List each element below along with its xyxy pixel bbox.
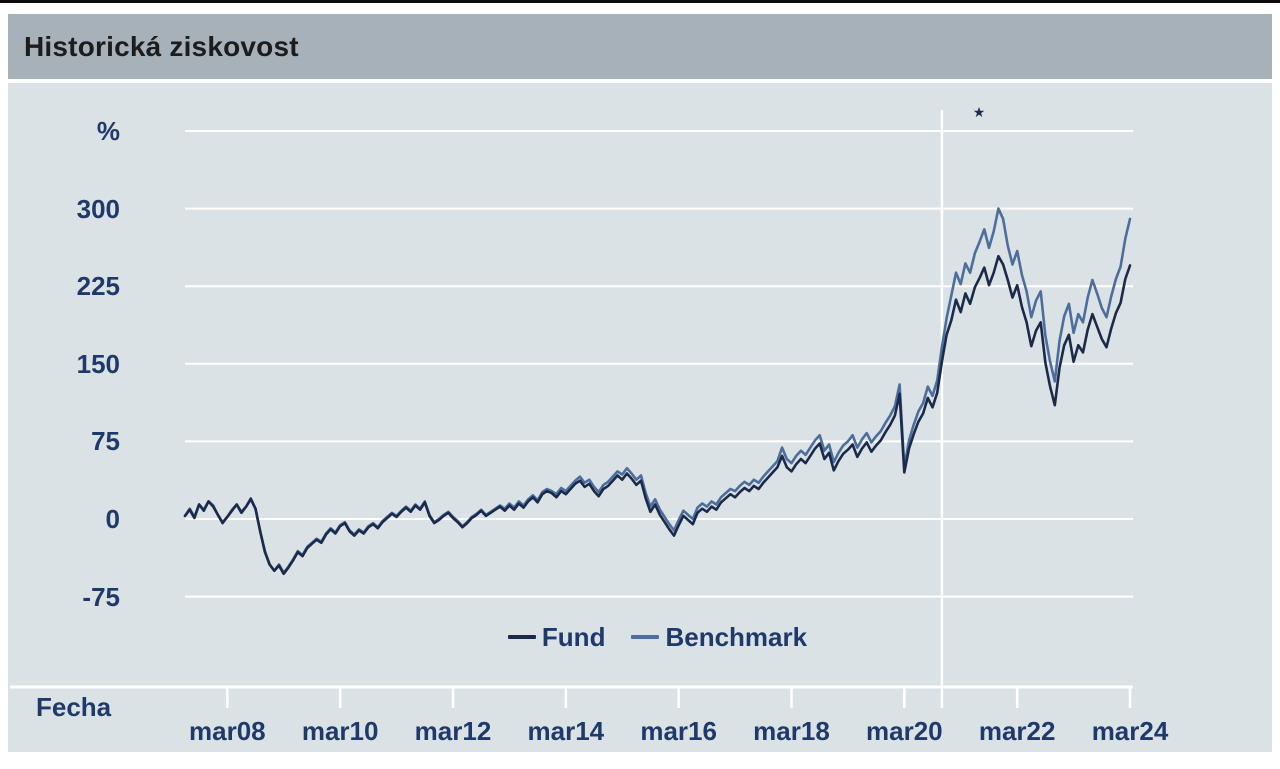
legend-item-benchmark: Benchmark — [631, 622, 807, 652]
x-tick-label-mar12: mar12 — [414, 716, 492, 746]
y-tick-label--75: -75 — [82, 581, 120, 612]
legend-line-swatch-benchmark — [631, 635, 660, 639]
x-tick-label-mar08: mar08 — [189, 716, 266, 746]
legend-label-benchmark: Benchmark — [665, 622, 808, 652]
y-tick-label-%: % — [96, 116, 120, 146]
y-tick-label-75: 75 — [91, 426, 120, 457]
x-tick-label-mar14: mar14 — [527, 716, 605, 746]
top-border-line — [0, 0, 1280, 3]
y-tick-label-0: 0 — [105, 504, 120, 534]
x-tick-label-mar22: mar22 — [978, 716, 1056, 746]
chart-legend: Fund Benchmark — [185, 621, 1130, 653]
event-asterisk-marker: ★ — [972, 104, 986, 120]
x-axis-title: Fecha — [36, 692, 112, 722]
x-tick-label-mar20: mar20 — [866, 716, 943, 746]
y-tick-label-300: 300 — [76, 193, 120, 224]
x-tick-label-mar24: mar24 — [1091, 716, 1169, 746]
legend-label-fund: Fund — [541, 622, 606, 652]
legend-item-fund: Fund — [507, 622, 606, 652]
y-tick-label-225: 225 — [76, 271, 120, 302]
x-tick-label-mar10: mar10 — [301, 716, 379, 746]
x-tick-label-mar16: mar16 — [640, 716, 717, 746]
header-bar: Historická ziskovost — [8, 14, 1272, 79]
y-tick-label-150: 150 — [76, 348, 120, 379]
x-tick-label-mar18: mar18 — [753, 716, 830, 746]
page-title: Historická ziskovost — [24, 30, 299, 62]
legend-line-swatch-fund — [507, 635, 536, 639]
